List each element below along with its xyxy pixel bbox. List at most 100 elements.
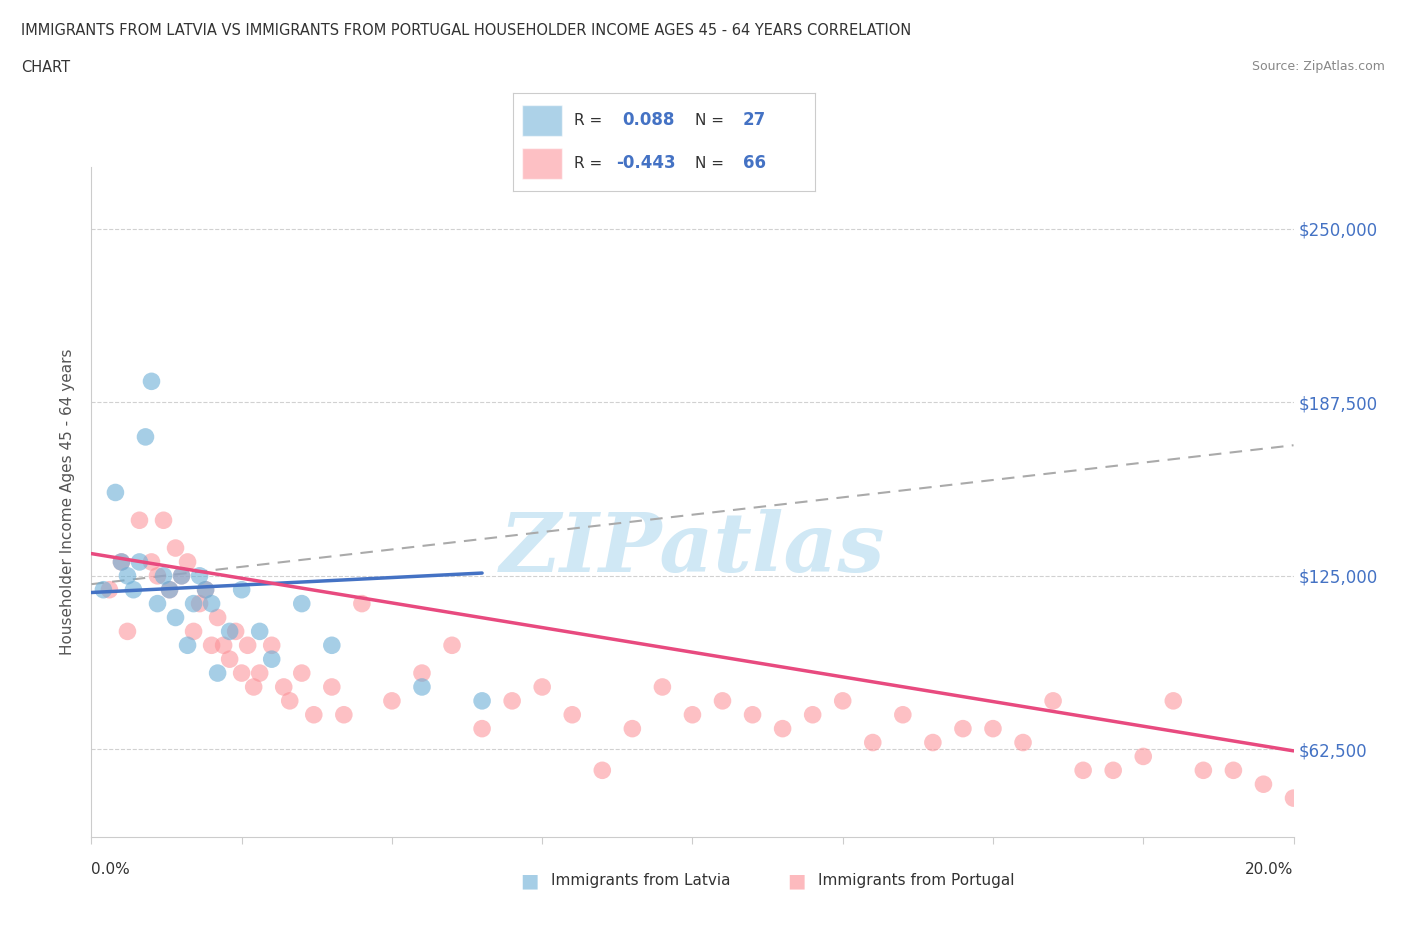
Text: ■: ■ xyxy=(520,871,538,890)
Point xyxy=(117,568,139,583)
Point xyxy=(183,596,205,611)
Text: 0.088: 0.088 xyxy=(621,112,675,129)
Point xyxy=(1312,804,1334,819)
Point xyxy=(621,721,644,736)
Point xyxy=(278,694,301,709)
Point xyxy=(862,735,884,750)
Point xyxy=(291,666,314,681)
Point xyxy=(260,638,283,653)
Point xyxy=(231,666,253,681)
Point xyxy=(117,624,139,639)
Point xyxy=(218,624,240,639)
Point xyxy=(501,694,523,709)
Text: N =: N = xyxy=(695,113,724,127)
Point xyxy=(591,763,613,777)
Point xyxy=(207,610,229,625)
Point xyxy=(188,568,211,583)
Point xyxy=(218,652,240,667)
Point xyxy=(212,638,235,653)
Point xyxy=(236,638,259,653)
Text: 27: 27 xyxy=(742,112,766,129)
Point xyxy=(681,708,703,723)
Point xyxy=(134,430,156,445)
FancyBboxPatch shape xyxy=(522,148,561,179)
Point xyxy=(207,666,229,681)
Point xyxy=(188,596,211,611)
Point xyxy=(1282,790,1305,805)
Point xyxy=(321,638,343,653)
Text: ■: ■ xyxy=(787,871,806,890)
Point xyxy=(159,582,181,597)
Point xyxy=(141,374,163,389)
Point xyxy=(411,666,433,681)
Text: Immigrants from Latvia: Immigrants from Latvia xyxy=(551,873,731,888)
Point xyxy=(333,708,356,723)
Point xyxy=(201,596,224,611)
Point xyxy=(201,638,224,653)
Text: IMMIGRANTS FROM LATVIA VS IMMIGRANTS FROM PORTUGAL HOUSEHOLDER INCOME AGES 45 - : IMMIGRANTS FROM LATVIA VS IMMIGRANTS FRO… xyxy=(21,23,911,38)
Point xyxy=(891,708,914,723)
Point xyxy=(1071,763,1094,777)
Text: 20.0%: 20.0% xyxy=(1246,862,1294,877)
Point xyxy=(176,638,198,653)
Point xyxy=(1102,763,1125,777)
Point xyxy=(146,568,169,583)
Text: 66: 66 xyxy=(742,154,766,172)
Point xyxy=(651,680,673,695)
Point xyxy=(561,708,583,723)
Point xyxy=(146,596,169,611)
Point xyxy=(183,624,205,639)
Point xyxy=(302,708,325,723)
Point xyxy=(1042,694,1064,709)
Point xyxy=(1222,763,1244,777)
Point xyxy=(952,721,974,736)
Point xyxy=(260,652,283,667)
Point xyxy=(772,721,794,736)
Point xyxy=(741,708,763,723)
Point xyxy=(1253,777,1275,791)
Point xyxy=(110,554,132,569)
Point xyxy=(152,512,174,527)
Point xyxy=(411,680,433,695)
Point xyxy=(231,582,253,597)
Text: R =: R = xyxy=(574,156,602,171)
Point xyxy=(441,638,464,653)
Point xyxy=(93,582,115,597)
Point xyxy=(381,694,404,709)
Point xyxy=(1132,749,1154,764)
Point xyxy=(273,680,295,695)
Point xyxy=(128,512,150,527)
Text: Source: ZipAtlas.com: Source: ZipAtlas.com xyxy=(1251,60,1385,73)
Point xyxy=(922,735,945,750)
Point xyxy=(1343,799,1365,814)
Point xyxy=(165,540,187,555)
Point xyxy=(176,554,198,569)
Point xyxy=(225,624,247,639)
Point xyxy=(1192,763,1215,777)
Point xyxy=(1161,694,1184,709)
Point xyxy=(165,610,187,625)
Point xyxy=(291,596,314,611)
Point xyxy=(170,568,193,583)
Point xyxy=(981,721,1004,736)
Point xyxy=(1012,735,1035,750)
Text: R =: R = xyxy=(574,113,602,127)
Point xyxy=(110,554,132,569)
Point xyxy=(159,582,181,597)
Point xyxy=(98,582,121,597)
Text: ZIPatlas: ZIPatlas xyxy=(499,509,886,589)
Text: -0.443: -0.443 xyxy=(616,154,676,172)
Point xyxy=(831,694,853,709)
Y-axis label: Householder Income Ages 45 - 64 years: Householder Income Ages 45 - 64 years xyxy=(60,349,76,656)
Text: N =: N = xyxy=(695,156,724,171)
Point xyxy=(128,554,150,569)
Point xyxy=(1403,818,1406,833)
Point xyxy=(152,568,174,583)
Point xyxy=(321,680,343,695)
Point xyxy=(801,708,824,723)
Point xyxy=(170,568,193,583)
Point xyxy=(471,721,494,736)
Point xyxy=(1372,810,1395,825)
Point xyxy=(471,694,494,709)
Point xyxy=(249,624,271,639)
